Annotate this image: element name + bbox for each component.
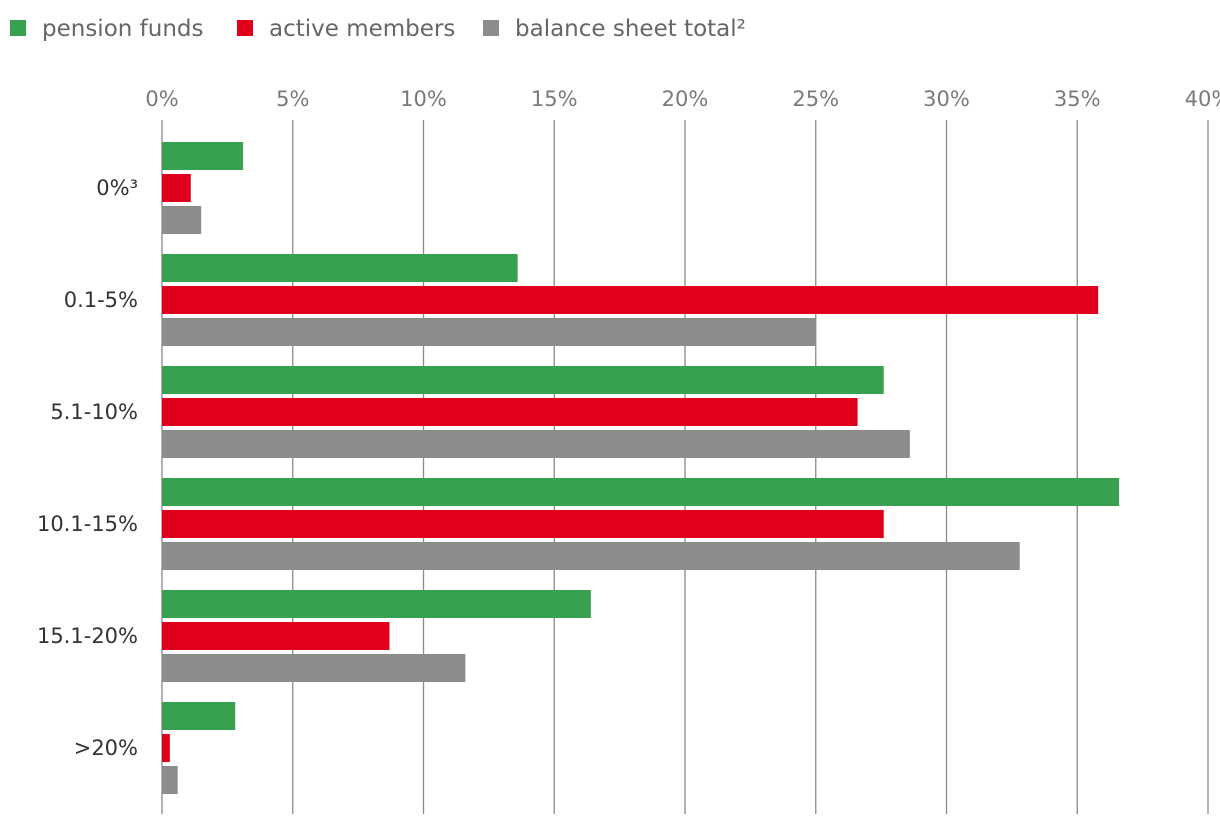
bar: [162, 542, 1020, 570]
legend-swatch: [237, 20, 253, 36]
category-label: 5.1-10%: [50, 400, 138, 424]
legend-swatch: [10, 20, 26, 36]
x-tick-label: 0%: [145, 87, 178, 111]
legend-label: active members: [269, 16, 455, 42]
x-tick-label: 5%: [276, 87, 309, 111]
legend-label: pension funds: [42, 16, 204, 42]
bar: [162, 654, 466, 682]
x-tick-label: 15%: [531, 87, 578, 111]
category-label: >20%: [74, 736, 138, 760]
bar: [162, 702, 236, 730]
bar: [162, 478, 1120, 506]
x-tick-label: 35%: [1054, 87, 1101, 111]
category-label: 15.1-20%: [37, 624, 138, 648]
bar: [162, 430, 910, 458]
category-label: 10.1-15%: [37, 512, 138, 536]
legend-label: balance sheet total²: [515, 16, 746, 42]
bar: [162, 766, 178, 794]
x-tick-label: 10%: [400, 87, 447, 111]
bar: [162, 590, 591, 618]
gridlines: [161, 120, 1209, 814]
x-tick-label: 20%: [662, 87, 709, 111]
category-label: 0.1-5%: [64, 288, 138, 312]
bar: [162, 622, 390, 650]
bar: [162, 174, 191, 202]
bar: [162, 510, 884, 538]
bars: [162, 142, 1120, 794]
x-tick-label: 25%: [792, 87, 839, 111]
bar: [162, 142, 244, 170]
legend-swatch: [483, 20, 499, 36]
category-label: 0%³: [96, 176, 138, 200]
bar: [162, 734, 170, 762]
category-labels: 0%³ 0.1-5% 5.1-10% 10.1-15% 15.1-20% >20%: [37, 176, 138, 760]
x-axis-ticks: 0% 5% 10% 15% 20% 25% 30% 35% 40%: [145, 87, 1220, 111]
bar: [162, 318, 816, 346]
bar: [162, 254, 518, 282]
bar: [162, 206, 202, 234]
legend: pension funds active members balance sheet…: [10, 16, 746, 42]
x-tick-label: 40%: [1185, 87, 1220, 111]
x-tick-label: 30%: [923, 87, 970, 111]
bar: [162, 398, 858, 426]
bar: [162, 366, 884, 394]
bar: [162, 286, 1099, 314]
